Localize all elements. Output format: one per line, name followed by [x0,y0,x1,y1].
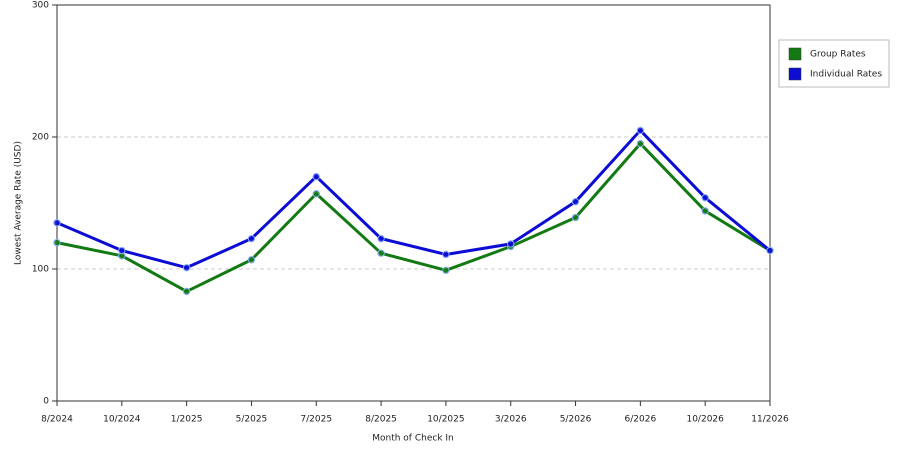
data-point [766,246,774,255]
x-tick-label: 10/2024 [103,415,141,425]
legend-label: Individual Rates [810,70,882,80]
x-tick-label: 8/2025 [365,415,397,425]
x-tick-label: 10/2026 [686,415,724,425]
y-axis-title: Lowest Average Rate (USD) [14,141,24,265]
series-line [56,142,771,293]
x-tick-label: 3/2026 [495,415,527,425]
x-tick-label: 5/2025 [236,415,268,425]
x-tick-label: 11/2026 [751,415,789,425]
data-point [247,256,256,264]
x-tick-label: 5/2026 [560,415,592,425]
data-point [53,238,61,247]
data-point [701,207,709,215]
y-tick-label: 0 [43,397,49,407]
x-axis-title: Month of Check In [372,434,454,444]
legend-items: Group Rates Individual Rates [788,47,882,81]
data-point [442,250,450,259]
data-point [182,263,191,272]
data-point [507,240,515,248]
data-point [571,213,580,222]
data-point [182,287,191,296]
data-point [377,234,385,243]
data-point [636,139,645,148]
data-point [442,266,450,275]
data-point [118,246,126,255]
x-tick-label: 1/2025 [171,415,203,425]
series-line [56,128,771,270]
plot-frame [56,4,771,402]
x-tick-label: 7/2025 [300,415,332,425]
y-tick-label: 200 [32,133,49,143]
data-point [701,194,709,202]
data-point [571,197,580,206]
data-point [377,249,385,257]
y-tick-label: 100 [32,265,49,275]
data-point [247,234,256,243]
data-point [53,219,61,227]
legend-swatch [788,67,802,81]
data-point [312,190,320,198]
x-tick-label: 8/2024 [41,415,73,425]
x-tick-label: 10/2025 [427,415,464,425]
y-tick-label: 300 [32,1,49,11]
data-point [312,172,320,181]
data-point [636,126,645,135]
x-tick-label: 6/2026 [625,415,657,425]
legend-label: Group Rates [810,50,866,60]
legend-swatch [788,47,802,61]
